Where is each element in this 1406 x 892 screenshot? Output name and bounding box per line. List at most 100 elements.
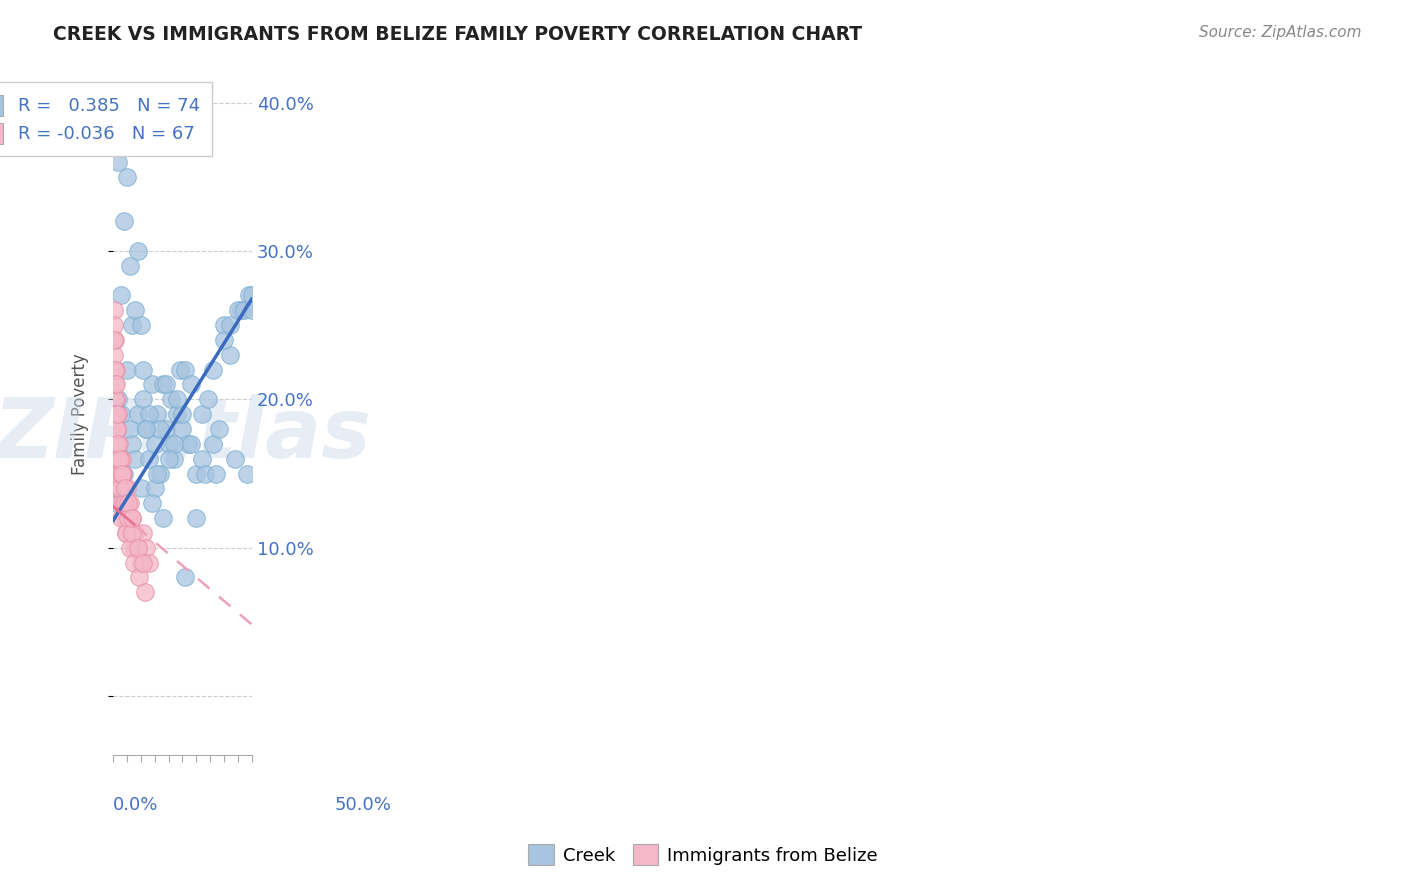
Point [118,496,141,510]
Point [124,451,146,466]
Point [104,377,127,392]
Point [103,333,125,347]
Point [121,437,143,451]
Point [122,541,145,555]
Point [112,496,135,510]
Point [186,467,208,481]
Point [117,496,139,510]
Point [155,422,177,436]
Point [108,467,131,481]
Point [218,348,240,362]
Point [143,481,166,495]
Point [132,362,155,376]
Point [138,451,160,466]
Point [124,303,146,318]
Text: ZIPatlas: ZIPatlas [0,394,371,475]
Point [112,467,135,481]
Point [103,303,125,318]
Point [138,556,160,570]
Point [124,525,146,540]
Point [180,377,202,392]
Point [103,348,125,362]
Point [194,467,217,481]
Point [104,407,127,421]
Point [104,496,127,510]
Point [127,541,149,555]
Point [172,407,194,421]
Point [146,407,169,421]
Point [111,496,134,510]
Point [121,318,143,333]
Point [132,392,155,407]
Point [114,496,136,510]
Point [132,525,155,540]
Point [112,467,135,481]
Point [191,451,214,466]
Point [104,362,127,376]
Point [177,437,200,451]
Point [240,288,263,302]
Point [235,467,257,481]
Point [107,451,129,466]
Point [120,525,142,540]
Point [197,392,219,407]
Text: 50.0%: 50.0% [335,797,391,814]
Point [166,407,188,421]
Point [122,556,145,570]
Point [111,451,134,466]
Point [163,451,186,466]
Point [143,437,166,451]
Point [104,422,127,436]
Point [152,377,174,392]
Point [115,525,138,540]
Point [169,362,191,376]
Y-axis label: Family Poverty: Family Poverty [72,353,89,475]
Point [240,303,263,318]
Point [205,467,228,481]
Point [166,392,188,407]
Point [157,437,180,451]
Point [110,288,132,302]
Point [103,318,125,333]
Point [172,422,194,436]
Point [108,451,131,466]
Point [118,259,141,273]
Point [135,422,157,436]
Point [107,451,129,466]
Point [129,481,152,495]
Point [155,377,177,392]
Point [117,511,139,525]
Point [111,467,134,481]
Point [202,437,225,451]
Point [110,407,132,421]
Legend: R =   0.385   N = 74, R = -0.036   N = 67: R = 0.385 N = 74, R = -0.036 N = 67 [0,82,212,156]
Point [149,467,172,481]
Point [186,511,208,525]
Point [146,467,169,481]
Point [105,392,128,407]
Point [180,437,202,451]
Point [132,556,155,570]
Point [118,541,141,555]
Point [110,511,132,525]
Point [135,422,157,436]
Point [226,303,249,318]
Point [118,422,141,436]
Point [112,481,135,495]
Point [105,481,128,495]
Point [103,377,125,392]
Point [174,362,197,376]
Point [117,511,139,525]
Point [107,467,129,481]
Point [214,333,236,347]
Point [115,481,138,495]
Point [105,422,128,436]
Point [129,318,152,333]
Point [107,392,129,407]
Point [229,303,252,318]
Point [238,288,260,302]
Legend: Creek, Immigrants from Belize: Creek, Immigrants from Belize [522,837,884,872]
Point [224,451,246,466]
Point [107,437,129,451]
Point [129,556,152,570]
